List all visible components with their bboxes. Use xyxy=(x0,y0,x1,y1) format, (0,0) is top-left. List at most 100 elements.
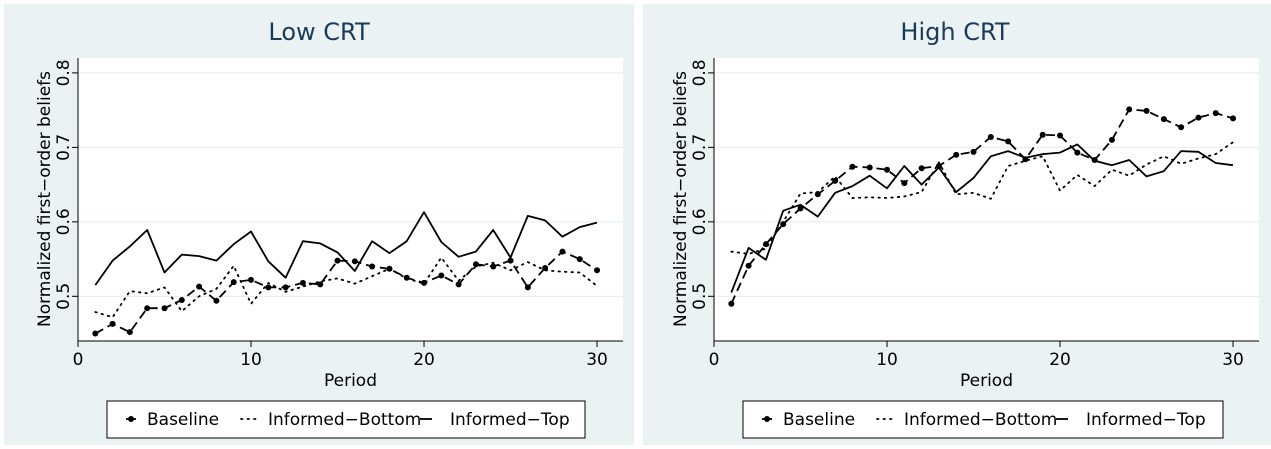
data-point-baseline xyxy=(490,263,497,270)
data-point-baseline xyxy=(334,257,341,264)
legend-label: Baseline xyxy=(783,410,855,430)
legend-label: Informed−Top xyxy=(450,410,570,430)
plot-area xyxy=(714,58,1259,341)
x-tick-label: 0 xyxy=(709,350,720,370)
legend-baseline-marker xyxy=(128,416,134,422)
data-point-baseline xyxy=(728,300,735,307)
x-tick-label: 0 xyxy=(73,350,84,370)
data-point-baseline xyxy=(144,305,151,312)
series-line-informed-top xyxy=(94,211,598,286)
data-point-baseline xyxy=(918,165,925,172)
data-point-baseline xyxy=(299,279,306,286)
y-tick-label: 0.5 xyxy=(54,283,74,310)
y-tick-label: 0.7 xyxy=(54,134,74,161)
x-tick-label: 30 xyxy=(1222,350,1244,370)
data-point-baseline xyxy=(196,283,203,290)
data-point-baseline xyxy=(1057,132,1064,139)
data-point-baseline xyxy=(849,163,856,170)
legend-label: Informed−Bottom xyxy=(904,410,1057,430)
y-tick-label: 0.5 xyxy=(690,283,710,310)
y-tick-label: 0.6 xyxy=(690,208,710,235)
data-series xyxy=(92,211,601,337)
y-tick-label: 0.8 xyxy=(690,59,710,86)
x-tick-label: 10 xyxy=(876,350,898,370)
data-point-baseline xyxy=(1039,131,1046,138)
chart-svg: High CRT 0.5 0.6 0.7 0.8 0 10 20 30 Normalized… xyxy=(671,18,1259,439)
legend: Baseline Informed−Bottom Informed−Top xyxy=(742,400,1224,439)
plot-area xyxy=(78,58,623,341)
series-line-informed-top xyxy=(730,143,1234,293)
x-tick-label: 20 xyxy=(413,350,435,370)
data-series xyxy=(728,106,1237,307)
data-point-baseline xyxy=(987,133,994,140)
data-point-baseline xyxy=(524,284,531,291)
x-axis-label: Period xyxy=(324,371,377,391)
legend-box xyxy=(106,400,586,439)
data-point-baseline xyxy=(935,162,942,169)
data-point-baseline xyxy=(92,330,99,337)
x-tick-label: 10 xyxy=(240,350,262,370)
data-point-baseline xyxy=(178,297,185,304)
data-point-baseline xyxy=(161,305,168,312)
x-ticks: 0 10 20 30 xyxy=(73,341,608,370)
data-point-baseline xyxy=(884,166,891,173)
x-ticks: 0 10 20 30 xyxy=(709,341,1244,370)
y-axis-label: Normalized first−order beliefs xyxy=(671,71,691,327)
data-point-baseline xyxy=(282,284,289,291)
chart-svg: Low CRT 0.5 0.6 0.7 0.8 0 10 20 30 Normalized … xyxy=(35,18,623,439)
data-point-baseline xyxy=(745,262,752,269)
x-tick-label: 20 xyxy=(1049,350,1071,370)
legend-label: Informed−Bottom xyxy=(268,410,421,430)
data-point-baseline xyxy=(472,261,479,268)
data-point-baseline xyxy=(1178,124,1185,131)
data-point-baseline xyxy=(109,320,116,327)
data-point-baseline xyxy=(265,284,272,291)
data-point-baseline xyxy=(866,164,873,171)
data-point-baseline xyxy=(953,151,960,158)
data-point-baseline xyxy=(1126,106,1133,113)
y-ticks: 0.5 0.6 0.7 0.8 xyxy=(690,59,714,310)
y-tick-label: 0.8 xyxy=(54,59,74,86)
y-tick-label: 0.7 xyxy=(690,134,710,161)
data-point-baseline xyxy=(1230,115,1237,122)
data-point-baseline xyxy=(438,272,445,279)
legend-box xyxy=(742,400,1224,439)
legend-label: Informed−Top xyxy=(1086,410,1206,430)
data-point-baseline xyxy=(351,258,358,265)
series-line-informed-bottom xyxy=(730,141,1234,255)
data-point-baseline xyxy=(901,180,908,187)
gridlines xyxy=(78,72,623,297)
y-ticks: 0.5 0.6 0.7 0.8 xyxy=(54,59,78,310)
data-point-baseline xyxy=(126,329,133,336)
x-axis-label: Period xyxy=(960,371,1013,391)
y-tick-label: 0.6 xyxy=(54,208,74,235)
data-point-baseline xyxy=(594,267,601,274)
data-point-baseline xyxy=(507,257,514,264)
data-point-baseline xyxy=(1195,114,1202,121)
chart-title: Low CRT xyxy=(268,18,370,46)
data-point-baseline xyxy=(970,148,977,155)
data-point-baseline xyxy=(1160,116,1167,123)
data-point-baseline xyxy=(576,256,583,263)
legend-label: Baseline xyxy=(147,410,219,430)
y-axis-label: Normalized first−order beliefs xyxy=(35,71,55,327)
data-point-baseline xyxy=(1212,110,1219,117)
data-point-baseline xyxy=(1108,136,1115,143)
data-point-baseline xyxy=(1005,138,1012,145)
x-tick-label: 30 xyxy=(586,350,608,370)
legend: Baseline Informed−Bottom Informed−Top xyxy=(106,400,586,439)
data-point-baseline xyxy=(1143,107,1150,114)
chart-title: High CRT xyxy=(900,18,1009,46)
data-point-baseline xyxy=(797,205,804,212)
data-point-baseline xyxy=(230,279,237,286)
data-point-baseline xyxy=(369,263,376,270)
data-point-baseline xyxy=(248,276,255,283)
gridlines xyxy=(714,72,1259,297)
data-point-baseline xyxy=(559,248,566,255)
series-line-informed-bottom xyxy=(94,256,598,319)
data-point-baseline xyxy=(1074,149,1081,156)
data-point-baseline xyxy=(542,265,549,272)
chart-panel-high-crt: High CRT 0.5 0.6 0.7 0.8 0 10 20 30 Normalized… xyxy=(643,4,1271,445)
data-point-baseline xyxy=(317,281,324,288)
chart-panel-low-crt: Low CRT 0.5 0.6 0.7 0.8 0 10 20 30 Normalized … xyxy=(4,4,634,445)
